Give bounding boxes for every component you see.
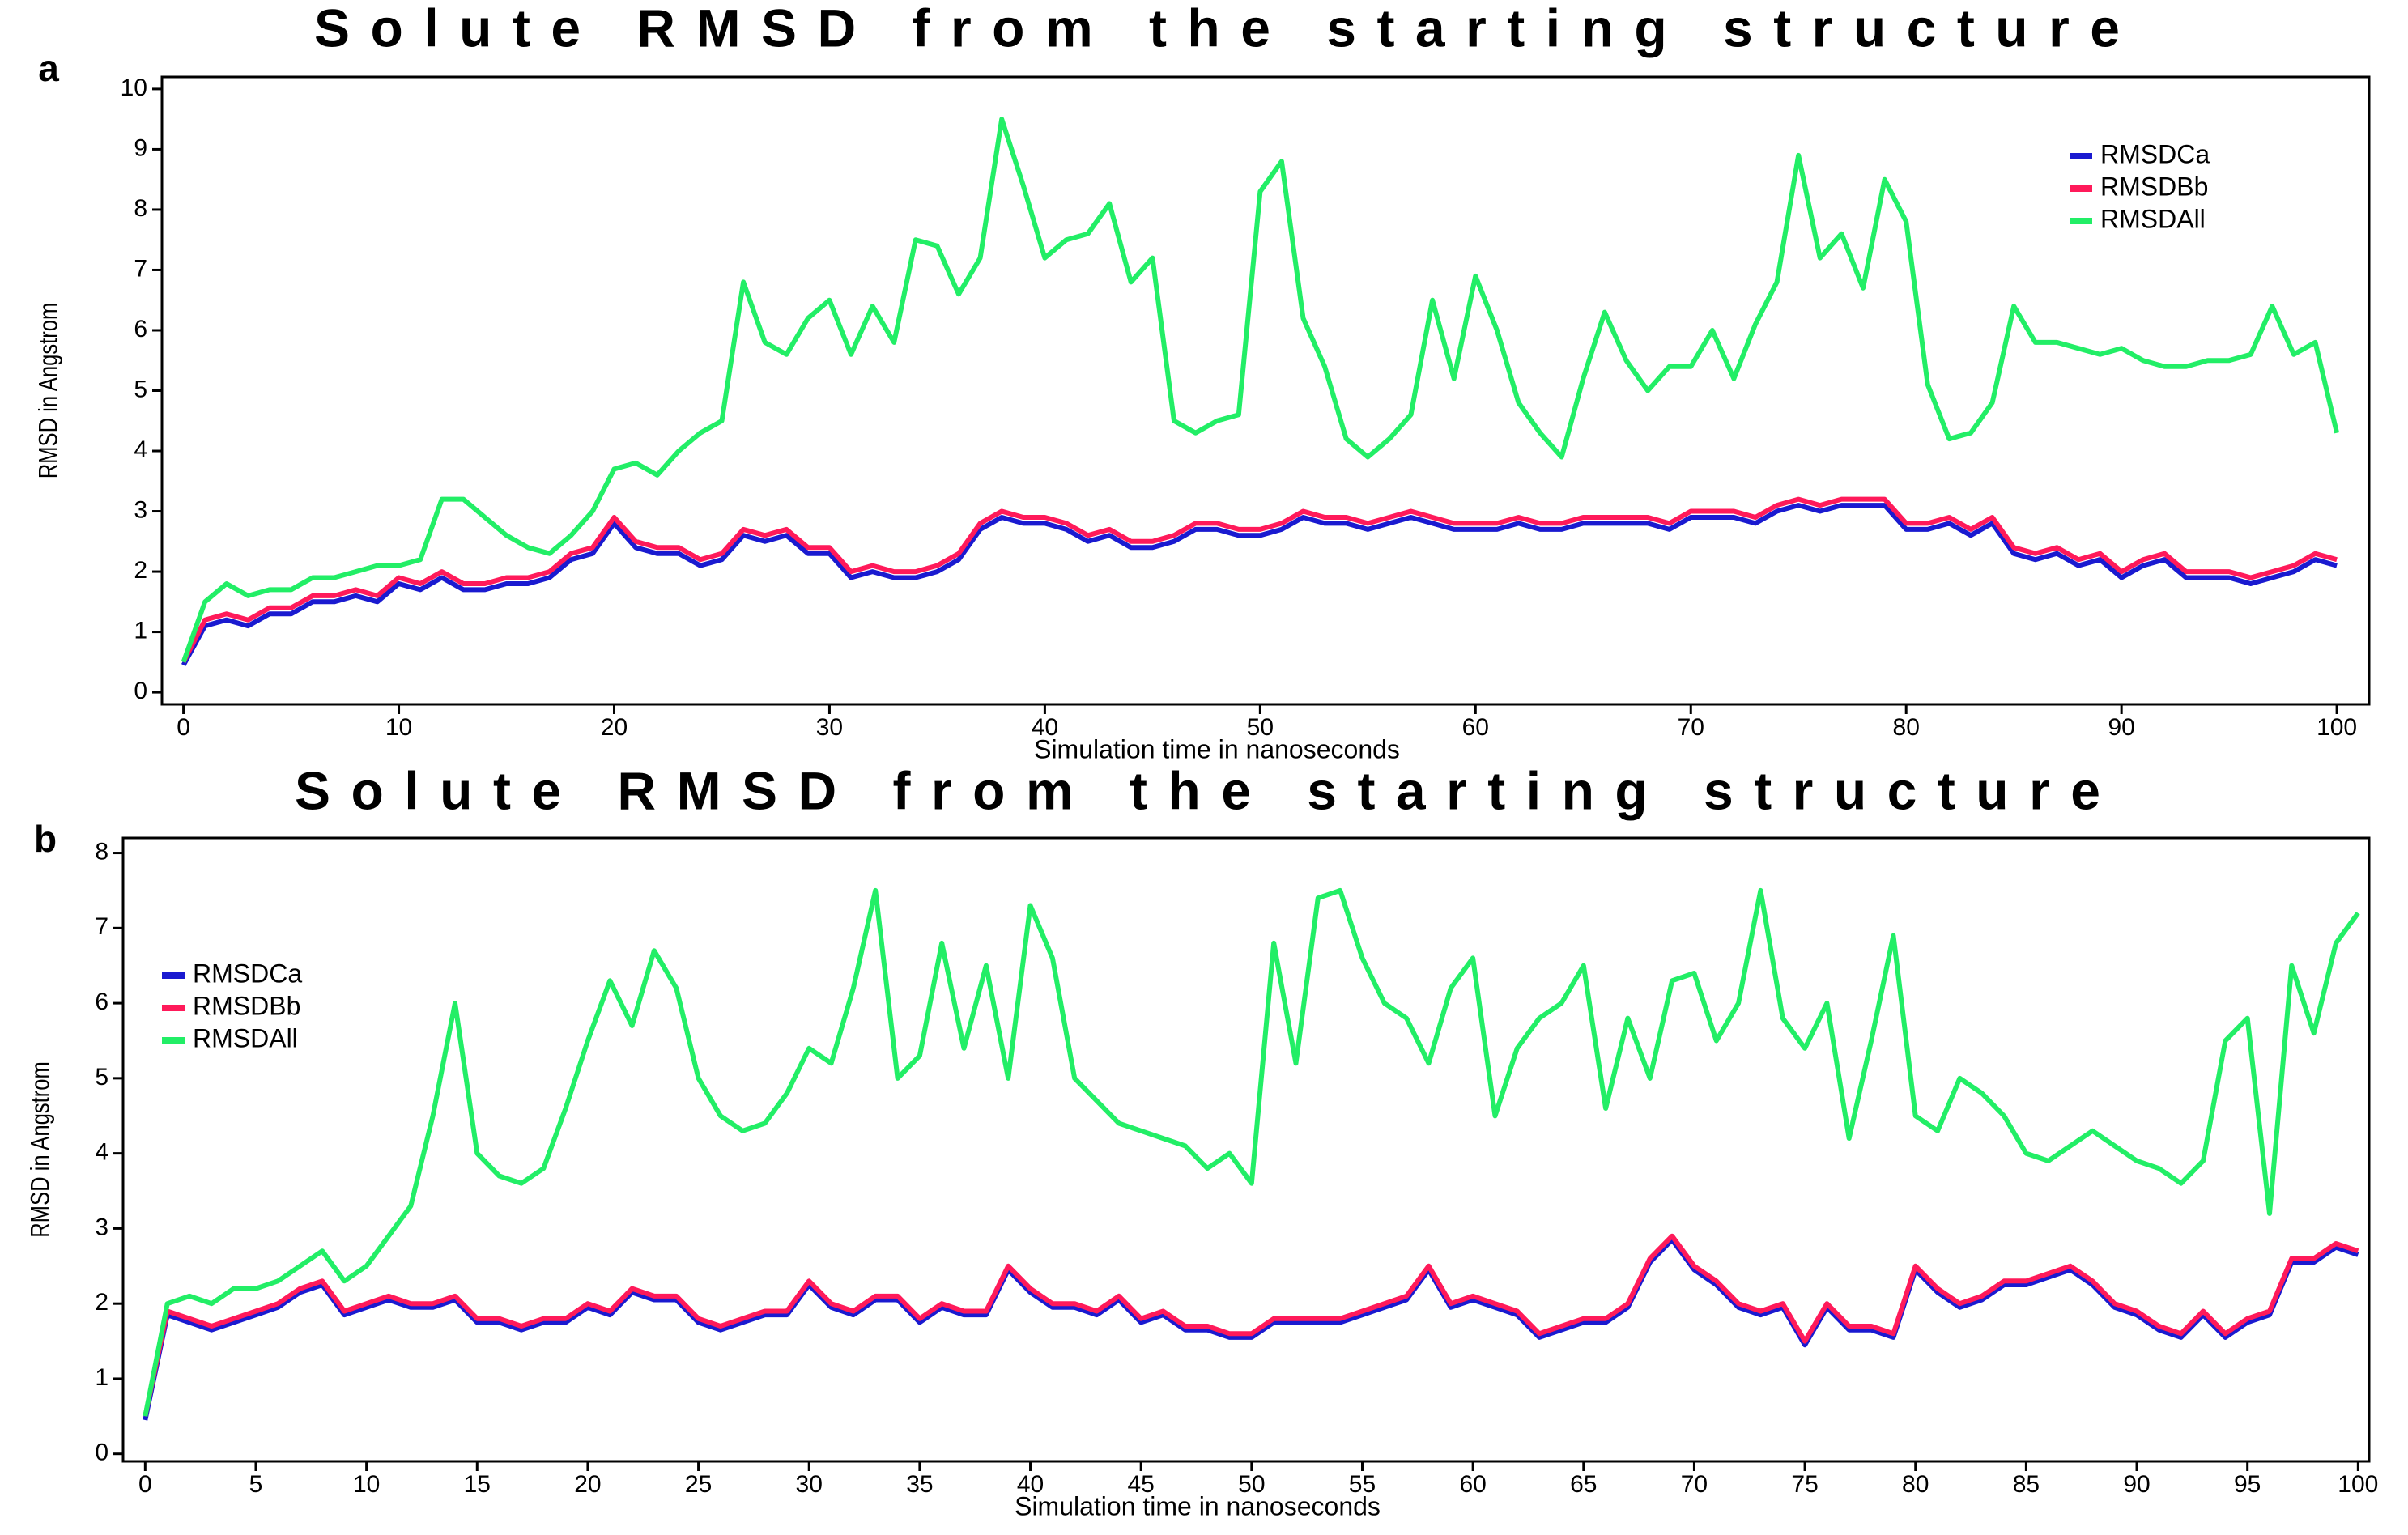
x-tick-label: 35: [906, 1471, 933, 1498]
legend-label: RMSDAll: [193, 1023, 298, 1052]
x-tick-label: 20: [574, 1471, 601, 1498]
y-tick-label: 3: [134, 496, 147, 523]
x-tick-label: 40: [1032, 714, 1058, 741]
x-tick-label: 90: [2123, 1471, 2150, 1498]
x-tick-label: 50: [1238, 1471, 1265, 1498]
plot-frame: [121, 836, 2371, 1463]
y-tick-label: 4: [95, 1139, 108, 1166]
y-tick-label: 2: [95, 1289, 108, 1316]
x-tick-label: 60: [1459, 1471, 1486, 1498]
series-line: [143, 887, 2360, 1417]
x-tick-label: 40: [1017, 1471, 1044, 1498]
x-tick-label: 45: [1127, 1471, 1154, 1498]
x-tick-label: 20: [601, 714, 628, 741]
y-axis-label: RMSD in Angstrom: [35, 303, 63, 479]
x-tick-label: 0: [177, 714, 190, 741]
y-tick-label: 5: [134, 376, 147, 402]
y-tick-label: 7: [95, 913, 108, 940]
x-tick-label: 100: [2317, 714, 2357, 741]
x-tick-label: 100: [2338, 1471, 2378, 1498]
x-tick-label: 5: [249, 1471, 263, 1498]
y-tick-label: 8: [95, 838, 108, 865]
x-tick-label: 80: [1902, 1471, 1929, 1498]
x-tick-label: 50: [1247, 714, 1274, 741]
plot-frame: [160, 75, 2371, 706]
y-tick-label: 4: [134, 436, 147, 463]
x-tick-label: 95: [2234, 1471, 2261, 1498]
x-tick-label: 30: [796, 1471, 823, 1498]
x-tick-label: 80: [1893, 714, 1920, 741]
panel-label: b: [34, 818, 57, 860]
x-tick-label: 90: [2108, 714, 2134, 741]
legend-label: RMSDBb: [2100, 172, 2208, 201]
y-tick-label: 9: [134, 134, 147, 161]
x-tick-label: 85: [2013, 1471, 2040, 1498]
x-tick-label: 30: [816, 714, 843, 741]
legend-label: RMSDBb: [193, 991, 300, 1020]
legend-label: RMSDAll: [2100, 204, 2206, 233]
series-line: [181, 503, 2338, 667]
panel-label: a: [38, 47, 59, 89]
x-tick-label: 10: [385, 714, 412, 741]
y-tick-label: 6: [134, 316, 147, 342]
y-tick-label: 3: [95, 1214, 108, 1240]
legend-label: RMSDCa: [193, 959, 302, 988]
x-tick-label: 70: [1681, 1471, 1708, 1498]
y-tick-label: 2: [134, 557, 147, 584]
series-line: [181, 117, 2340, 663]
x-tick-label: 65: [1570, 1471, 1597, 1498]
y-tick-label: 5: [95, 1064, 108, 1091]
y-tick-label: 1: [95, 1364, 108, 1391]
y-tick-label: 10: [121, 74, 147, 101]
y-tick-label: 1: [134, 617, 147, 644]
x-tick-label: 0: [138, 1471, 152, 1498]
x-axis-label: Simulation time in nanoseconds: [1034, 734, 1400, 763]
x-tick-label: 70: [1678, 714, 1704, 741]
y-tick-label: 6: [95, 989, 108, 1015]
x-tick-label: 55: [1349, 1471, 1376, 1498]
x-tick-label: 75: [1791, 1471, 1818, 1498]
legend-label: RMSDCa: [2100, 139, 2210, 168]
series-line: [143, 1237, 2359, 1421]
x-tick-label: 25: [685, 1471, 712, 1498]
x-axis-label: Simulation time in nanoseconds: [1015, 1491, 1381, 1520]
y-tick-label: 0: [134, 678, 147, 704]
y-tick-label: 8: [134, 195, 147, 222]
chart-title: Solute RMSD from the starting structure: [314, 0, 2120, 57]
chart-title: Solute RMSD from the starting structure: [295, 760, 2100, 820]
series-line: [143, 1233, 2359, 1417]
x-tick-label: 15: [464, 1471, 491, 1498]
x-tick-label: 10: [353, 1471, 380, 1498]
x-tick-label: 60: [1462, 714, 1489, 741]
y-axis-label: RMSD in Angstrom: [27, 1061, 55, 1238]
y-tick-label: 0: [95, 1439, 108, 1466]
y-tick-label: 7: [134, 255, 147, 282]
series-line: [181, 496, 2338, 664]
